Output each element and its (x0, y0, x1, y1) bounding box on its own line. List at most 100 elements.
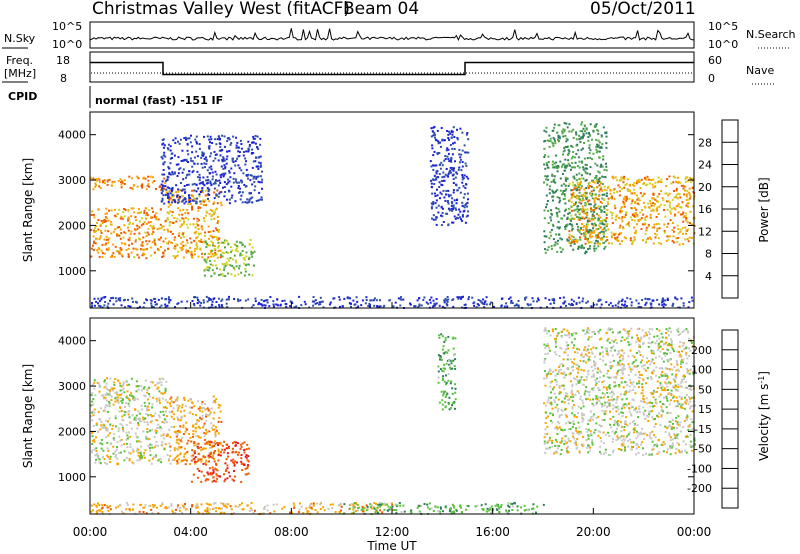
velocity-cell (153, 435, 156, 438)
power-cell (200, 162, 203, 165)
power-cell (658, 192, 661, 195)
power-cell (446, 304, 449, 307)
power-cell (241, 191, 244, 194)
power-cell (607, 203, 610, 206)
velocity-cell (203, 432, 206, 435)
power-cell (580, 233, 583, 235)
velocity-cell (647, 410, 650, 413)
velocity-cell (560, 413, 563, 416)
power-cell (163, 177, 166, 180)
velocity-cell (599, 328, 602, 331)
power-cell (574, 195, 577, 198)
power-cell (573, 187, 576, 190)
power-cell (601, 143, 604, 146)
power-cell (365, 296, 368, 299)
power-cell (230, 142, 233, 144)
power-cell (553, 166, 556, 169)
power-cell (239, 254, 242, 257)
power-cell (453, 141, 456, 144)
velocity-cell (552, 370, 554, 373)
velocity-cell (109, 389, 112, 391)
power-cell (622, 198, 625, 201)
power-cell (585, 212, 588, 215)
velocity-cell (565, 392, 568, 395)
power-cell (620, 176, 623, 179)
power-cell (113, 214, 116, 217)
power-cell (618, 179, 621, 182)
power-cell (105, 238, 108, 241)
velocity-cell (654, 356, 657, 359)
power-cell (160, 189, 163, 192)
power-cell (202, 154, 205, 157)
velocity-cell (182, 426, 185, 429)
velocity-cell (137, 418, 140, 421)
power-cell (574, 213, 577, 216)
power-cell (593, 249, 596, 252)
power-cell (440, 180, 443, 182)
velocity-cell (217, 403, 220, 406)
velocity-cell (100, 439, 103, 441)
power-cell (567, 239, 570, 242)
power-cell (687, 202, 690, 204)
power-cell (637, 302, 640, 305)
power-cell (221, 251, 224, 254)
velocity-cell (609, 387, 611, 390)
power-cell (145, 240, 148, 243)
power-cell (675, 196, 678, 199)
power-cell (145, 223, 148, 225)
power-cell (595, 234, 598, 237)
velocity-cell (446, 359, 449, 362)
velocity-cell (621, 415, 624, 417)
velocity-cell (223, 451, 226, 454)
power-cell (174, 141, 177, 144)
velocity-cell (657, 415, 660, 418)
velocity-cell (94, 454, 97, 457)
power-cell (141, 241, 144, 244)
power-cell (187, 212, 190, 215)
power-cell (601, 189, 604, 192)
power-cell (180, 249, 183, 252)
velocity-cell (241, 469, 244, 471)
power-cell (219, 138, 221, 140)
velocity-cell (581, 420, 584, 423)
power-cell (100, 229, 102, 232)
power-cell (649, 200, 651, 202)
power-cell (219, 182, 222, 184)
power-cell (548, 134, 551, 137)
velocity-cell (614, 381, 616, 384)
power-cell (436, 129, 439, 132)
power-cell (451, 167, 453, 169)
power-cell (461, 174, 464, 176)
power-cell (574, 166, 577, 169)
power-cell (269, 296, 272, 298)
power-cell (457, 217, 460, 220)
power-cell (439, 197, 441, 200)
velocity-cell (223, 480, 226, 483)
power-cell (614, 238, 617, 241)
velocity-cell (164, 443, 167, 446)
freq-panel: Freq. [MHz] 18 8 60 0 Nave (2, 51, 776, 85)
power-cell (140, 248, 142, 251)
velocity-cell (595, 395, 598, 398)
power-cell (599, 165, 602, 168)
power-cell (357, 305, 360, 308)
power-cell (582, 134, 585, 137)
velocity-cell (147, 414, 150, 417)
velocity-cell (103, 379, 106, 382)
velocity-cell (99, 384, 102, 387)
power-cell (127, 305, 130, 307)
freq-tick-bottom: 8 (60, 72, 67, 85)
power-cell (563, 197, 566, 200)
power-cell (671, 198, 674, 201)
velocity-cell (557, 371, 560, 374)
velocity-cell (570, 341, 573, 344)
velocity-cell (578, 430, 580, 433)
velocity-cell (603, 419, 606, 421)
power-cell (208, 166, 211, 169)
velocity-cell (577, 371, 579, 374)
power-cell (196, 197, 199, 200)
velocity-cell (690, 428, 693, 431)
velocity-cell (665, 348, 668, 351)
velocity-cell (663, 403, 666, 406)
velocity-cell (113, 384, 116, 386)
